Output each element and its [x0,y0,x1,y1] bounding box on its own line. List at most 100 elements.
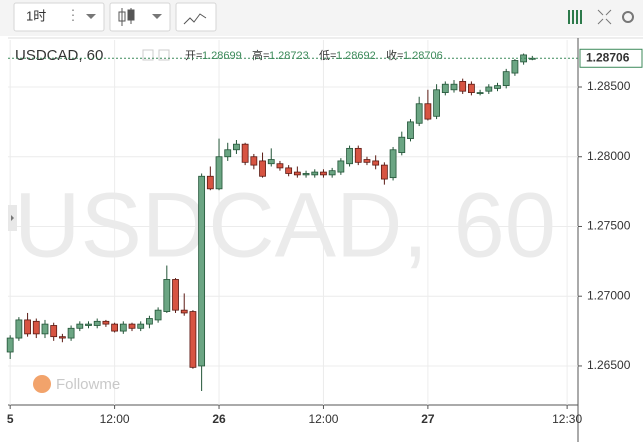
candle-body [233,143,240,151]
candle-body [172,279,179,311]
fullscreen-icon[interactable] [597,9,612,25]
candle-body [67,327,75,339]
candle-body [146,318,153,325]
candle-body [346,147,353,165]
candle-body [50,325,58,338]
candle-body [302,173,310,176]
ohlc-value: 1.28706 [403,50,443,62]
candle-body [407,121,414,140]
y-tick-label: 1.28000 [587,149,631,163]
candle-body [41,323,49,335]
candle-body [128,323,136,329]
candle-body [137,323,145,329]
ohlc-key: 开= [185,50,202,62]
candle-body [363,159,371,163]
candle-body [111,323,119,332]
logo: Followme [33,375,120,393]
x-tick-label: 26 [212,412,226,426]
candle-body [119,323,127,332]
candle-body [206,175,214,190]
side-tab-arrow [11,215,14,221]
candle-body [198,175,206,367]
candle-body [398,136,406,153]
x-tick-label: 5 [7,412,14,426]
candle-body [476,92,484,94]
ohlc-key: 收= [386,48,403,62]
y-tick-label: 1.28500 [587,79,631,93]
header-icon[interactable] [142,49,154,61]
candle-body [320,171,327,176]
candle-body [328,170,336,176]
ohlc-legend: 开= 1.28699 高= 1.28723 低= 1.28692 收= 1.28706 [185,48,443,62]
ohlc-key: 高= [252,48,269,62]
candle-body [450,83,458,91]
chart-type-button[interactable] [109,2,171,32]
x-tick-label: 12:30 [552,412,582,426]
candle-body [102,320,110,325]
candle-body [311,171,319,176]
toolbar [0,0,643,36]
candle-body [485,86,493,92]
candle-body [494,85,501,89]
last-price-label: 1.28706 [586,50,630,64]
indicator-icon [183,13,207,25]
x-tick-label: 12:00 [100,412,130,426]
candle-icon [118,8,135,26]
candle-body [293,171,301,176]
y-tick-label: 1.27000 [587,288,631,302]
candle-body [58,336,66,339]
candle-body [76,323,84,329]
ohlc-value: 1.28692 [336,50,376,62]
candle-body [337,160,345,173]
candle-body [276,163,284,169]
dropdown-icon [86,14,96,19]
candle-body [93,320,101,326]
x-tick-label: 27 [421,412,435,426]
candle-body [189,311,197,368]
candle-body [85,323,92,326]
candle-body [241,143,249,163]
candle-body [511,60,519,74]
candle-body [224,149,232,158]
candle-body [424,103,432,120]
candle-body [372,160,380,166]
candle-body [467,83,475,93]
candle-body [502,71,510,87]
candle-body [6,337,14,353]
ohlc-key: 低= [319,49,336,62]
watermark: USDCAD, 60 [14,174,556,276]
settings-icon[interactable] [622,11,634,23]
candle-body [24,319,31,335]
candle-body [441,83,449,93]
y-tick-label: 1.27500 [587,219,631,233]
candle-body [380,164,388,180]
ohlc-value: 1.28699 [202,50,242,62]
candle-body [163,279,171,312]
candle-body [250,156,258,166]
interval-button[interactable] [13,2,105,32]
candle-body [433,89,440,117]
last-price-box [579,48,643,68]
candle-body [285,167,293,174]
candle-body [267,159,275,165]
header-icon[interactable] [158,49,170,61]
indicator-button[interactable] [175,2,217,32]
candle-body [180,309,188,314]
candle-body [259,160,266,177]
ohlc-value: 1.28723 [269,50,309,62]
candle-body [459,81,467,92]
more-icon: ⋮ [66,7,80,23]
candle-body [389,149,397,179]
candle-body [354,147,362,163]
candle-body [32,320,40,335]
y-tick-label: 1.26500 [587,358,631,372]
dropdown-icon [152,14,162,19]
logo-text: Followme [56,376,120,393]
candle-body [215,156,223,190]
candle-body [415,103,423,124]
candle-body [15,319,23,339]
x-tick-label: 12:00 [308,412,338,426]
bars-icon[interactable] [568,10,582,24]
